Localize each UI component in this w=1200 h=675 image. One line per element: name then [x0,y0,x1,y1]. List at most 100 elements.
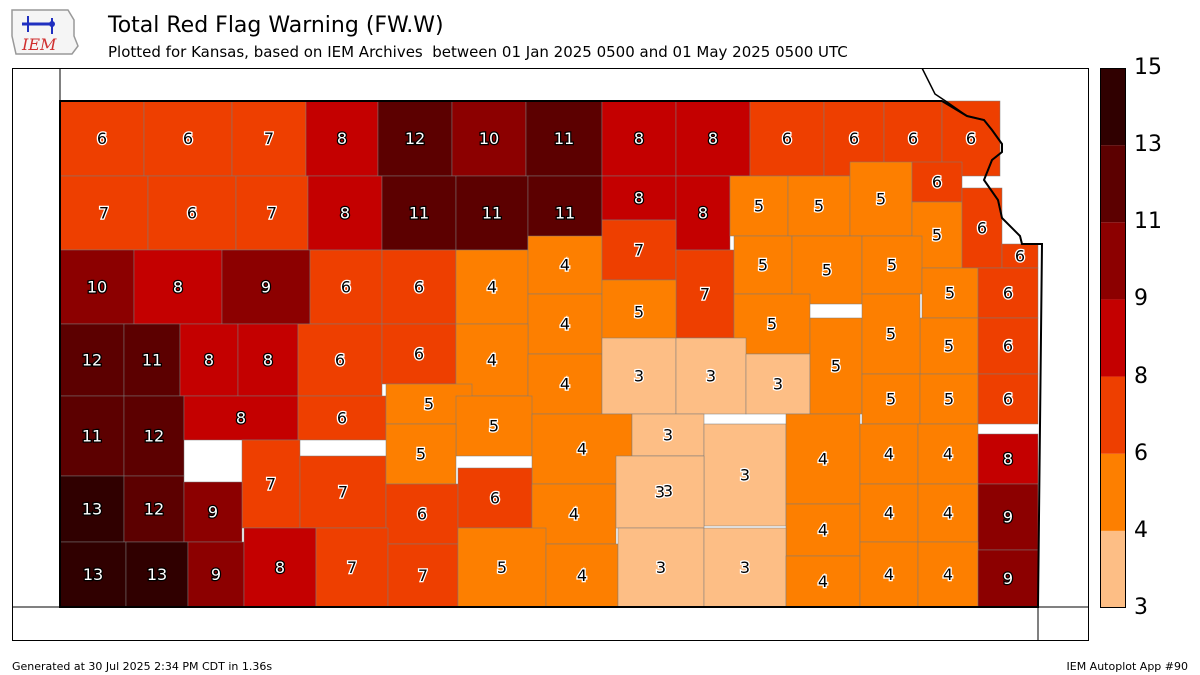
county-polygon [451,100,527,177]
county-polygon [455,249,529,325]
colorbar-tick-label: 6 [1134,440,1148,466]
county-polygon [1001,243,1039,269]
county-count-label: 11 [409,204,429,223]
county-count-label: 4 [560,375,570,394]
county-polygon [531,413,633,485]
county-polygon [911,161,963,203]
county-count-label: 4 [943,445,953,464]
county-count-label: 8 [634,129,644,148]
colorbar-frame [1100,68,1126,608]
county-count-label: 6 [337,409,347,428]
county-count-label: 6 [97,129,107,148]
county-count-label: 8 [337,129,347,148]
county-polygon [527,353,603,415]
county-polygon [297,323,383,397]
county-count-label: 8 [263,351,273,370]
county-polygon [183,481,243,543]
county-polygon [59,395,125,477]
colorbar-segment [1100,530,1126,608]
county-count-label: 11 [142,351,162,370]
county-count-label: 13 [147,565,167,584]
county-count-label: 13 [83,565,103,584]
county-count-label: 6 [417,505,427,524]
county-polygon [221,249,311,325]
county-count-label: 6 [490,489,500,508]
county-count-label: 6 [183,129,193,148]
county-count-label: 5 [634,303,644,322]
county-polygon [849,161,913,237]
county-count-label: 4 [569,505,579,524]
county-polygon [147,175,237,251]
county-count-label: 8 [708,129,718,148]
county-count-label: 12 [144,427,164,446]
county-polygon [457,527,547,608]
county-count-label: 4 [560,256,570,275]
county-count-label: 5 [754,197,764,216]
county-count-label: 5 [944,390,954,409]
colorbar-tick-label: 8 [1134,363,1148,389]
county-count-label: 4 [487,351,497,370]
colorbar-tick-label: 13 [1134,132,1162,158]
county-polygon [675,100,751,177]
county-count-label: 5 [416,445,426,464]
county-count-label: 4 [577,566,587,585]
county-count-label: 5 [814,197,824,216]
county-polygon [123,395,185,477]
county-polygon [631,413,705,457]
county-polygon [59,175,149,251]
county-polygon [917,541,979,608]
county-count-label: 4 [577,440,587,459]
county-count-label: 12 [405,129,425,148]
county-count-label: 5 [876,190,886,209]
county-polygon [525,100,603,177]
iem-logo: IEM [8,6,80,58]
county-count-label: 5 [887,256,897,275]
county-polygon [919,373,979,425]
colorbar-segment [1100,145,1126,223]
county-count-label: 9 [1003,569,1013,588]
county-polygon [183,395,299,441]
county-polygon [545,543,619,608]
county-polygon [787,175,851,237]
county-polygon [241,439,301,529]
county-count-label: 5 [831,357,841,376]
county-count-label: 9 [208,503,218,522]
county-polygon [143,100,233,177]
colorbar-segment [1100,376,1126,454]
county-count-label: 11 [555,204,575,223]
county-count-label: 4 [818,572,828,591]
county-polygon [299,455,387,529]
county-polygon [977,317,1039,375]
county-count-label: 5 [822,261,832,280]
county-polygon [237,323,299,397]
county-count-label: 5 [497,558,507,577]
county-count-label: 11 [482,204,502,223]
county-count-label: 4 [884,445,894,464]
county-count-label: 6 [1003,390,1013,409]
county-polygon [675,337,747,415]
state-boundaries [12,68,1089,641]
county-polygon [745,353,811,415]
county-count-label: 7 [338,483,348,502]
county-count-label: 3 [663,426,673,445]
kansas-outline [59,100,1044,608]
county-polygon [859,423,919,485]
county-count-label: 4 [487,278,497,297]
county-count-label: 5 [767,315,777,334]
county-polygon [675,175,731,251]
county-count-label: 4 [943,504,953,523]
county-count-label: 4 [943,565,953,584]
county-polygon [919,317,979,375]
county-count-label: 5 [945,284,955,303]
colorbar-segment [1100,453,1126,531]
county-polygon [457,467,533,529]
county-count-label: 12 [82,351,102,370]
county-polygon [309,249,383,325]
county-count-label: 3 [663,482,673,501]
county-polygon [385,423,457,485]
county-polygon [243,527,317,608]
county-count-label: 3 [655,483,665,502]
county-count-label: 6 [849,129,859,148]
colorbar-segment [1100,222,1126,300]
county-polygon [785,555,861,608]
